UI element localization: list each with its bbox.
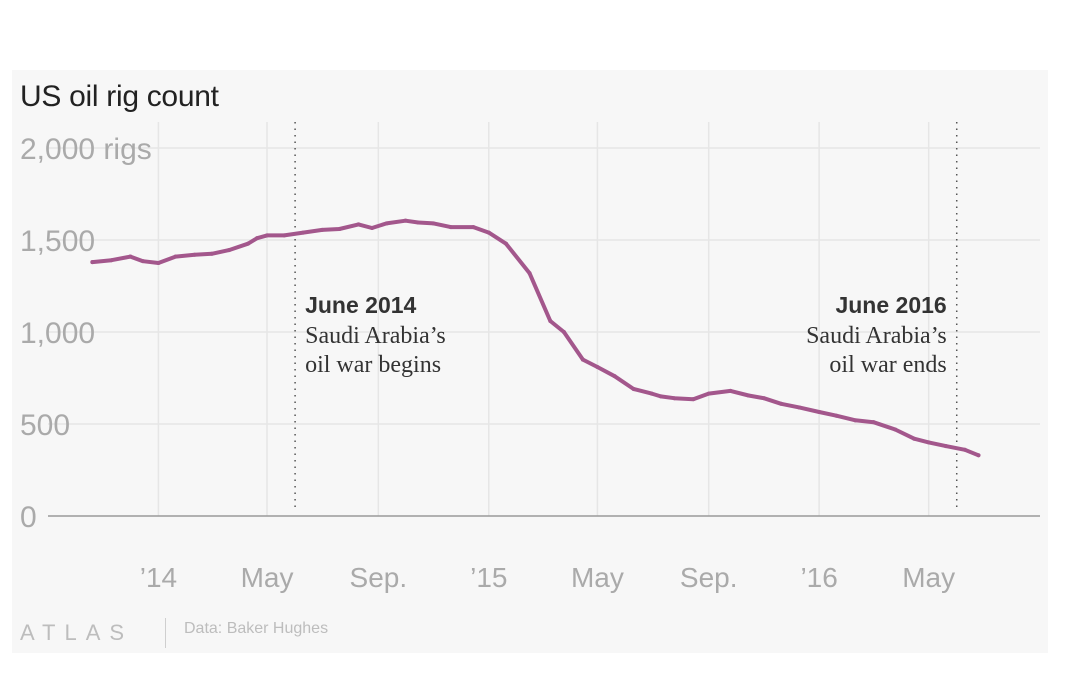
annotation-text: oil war ends (829, 352, 946, 378)
data-point (746, 393, 751, 398)
data-point (706, 391, 711, 396)
data-point (370, 226, 375, 231)
data-point (109, 258, 114, 263)
data-point (301, 230, 306, 235)
x-tick-label: Sep. (350, 562, 408, 593)
data-point (173, 254, 178, 259)
data-point (416, 220, 421, 225)
atlas-logo: ATLAS (20, 620, 134, 645)
data-point (282, 233, 287, 238)
data-point (612, 374, 617, 379)
annotation-text: oil war begins (305, 352, 441, 378)
x-tick-label: May (571, 562, 624, 593)
data-point (90, 260, 95, 265)
data-point (403, 218, 408, 223)
data-point (255, 236, 260, 241)
data-point (384, 221, 389, 226)
data-point (486, 230, 491, 235)
data-point (595, 364, 600, 369)
annotation-text: Saudi Arabia’s (806, 323, 947, 349)
data-point (691, 397, 696, 402)
annotation-text: Saudi Arabia’s (305, 323, 446, 349)
data-point (728, 388, 733, 393)
data-point (503, 241, 508, 246)
data-point (658, 394, 663, 399)
data-point (141, 259, 146, 264)
data-point (580, 357, 585, 362)
x-tick-label: May (241, 562, 294, 593)
data-point (246, 241, 251, 246)
data-point (761, 396, 766, 401)
data-point (631, 387, 636, 392)
data-point (962, 447, 967, 452)
data-point (853, 418, 858, 423)
data-point (926, 440, 931, 445)
chart-title: US oil rig count (20, 80, 219, 113)
x-tick-label: ’15 (470, 562, 507, 593)
data-point (227, 248, 232, 253)
y-tick-label: 2,000 rigs (20, 133, 152, 166)
data-point (912, 436, 917, 441)
x-tick-label: May (902, 562, 955, 593)
data-point (448, 225, 453, 230)
data-point (834, 413, 839, 418)
data-source: Data: Baker Hughes (184, 620, 329, 637)
data-point (797, 405, 802, 410)
annotation-title: June 2016 (835, 292, 946, 318)
footer-divider (165, 618, 166, 648)
data-point (356, 222, 361, 227)
data-point (817, 410, 822, 415)
y-tick-label: 1,000 (20, 317, 95, 350)
data-point (871, 420, 876, 425)
y-tick-label: 500 (20, 409, 70, 442)
data-point (976, 453, 981, 458)
data-point (649, 391, 654, 396)
data-point (527, 271, 532, 276)
y-tick-label: 0 (20, 501, 37, 534)
data-point (431, 221, 436, 226)
data-point (672, 396, 677, 401)
grid (48, 122, 1040, 516)
data-point (337, 226, 342, 231)
annotations: June 2014 Saudi Arabia’s oil war begins Jun… (294, 122, 958, 510)
annotation-title: June 2014 (305, 292, 416, 318)
axes: ’14 May Sep. ’15 May Sep. ’16 May 2,000 rigs 1,50… (20, 133, 1040, 593)
chart-card (12, 70, 1048, 653)
data-point (548, 318, 553, 323)
x-tick-label: ’14 (140, 562, 177, 593)
series-layer (90, 218, 981, 458)
data-point (320, 227, 325, 232)
data-point (265, 233, 270, 238)
data-point (128, 254, 133, 259)
x-tick-label: Sep. (680, 562, 738, 593)
data-point (471, 225, 476, 230)
data-point (943, 444, 948, 449)
x-tick-label: ’16 (800, 562, 837, 593)
data-point (561, 330, 566, 334)
y-tick-label: 1,500 (20, 225, 95, 258)
data-point (192, 252, 197, 257)
data-point (893, 427, 898, 432)
data-point (209, 251, 214, 256)
data-point (779, 401, 784, 406)
data-point (156, 261, 161, 265)
